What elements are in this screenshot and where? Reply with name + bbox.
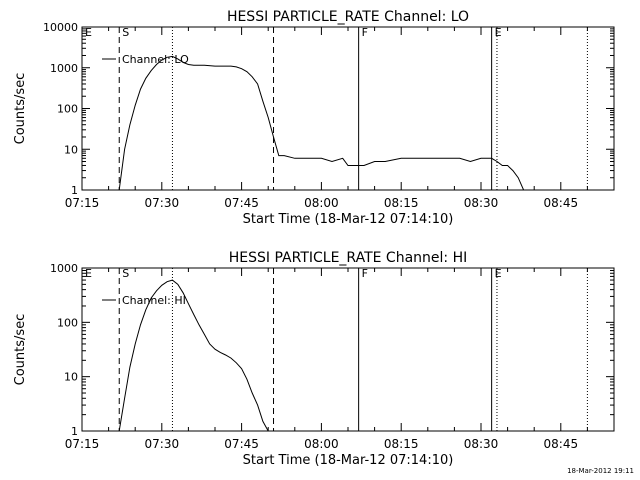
marker-label: F — [362, 26, 368, 39]
y-tick-label: 100 — [57, 103, 78, 116]
x-tick-label: 08:15 — [384, 437, 419, 451]
x-tick-label: 08:30 — [464, 437, 499, 451]
x-tick-label: 08:15 — [384, 196, 419, 210]
x-tick-label: 07:15 — [65, 196, 100, 210]
y-axis-label: Counts/sec — [13, 73, 28, 145]
marker-label: S — [122, 26, 129, 39]
x-axis-label: Start Time (18-Mar-12 07:14:10) — [243, 212, 454, 227]
y-tick-label: 10 — [64, 143, 78, 156]
x-tick-label: 08:00 — [304, 437, 339, 451]
y-tick-label: 1 — [71, 184, 78, 197]
marker-label: S — [122, 267, 129, 280]
y-tick-label: 10000 — [43, 21, 78, 34]
x-tick-label: 07:45 — [224, 437, 259, 451]
y-tick-label: 1000 — [50, 262, 78, 275]
y-axis-label: Counts/sec — [13, 314, 28, 386]
y-tick-label: 100 — [57, 316, 78, 329]
y-tick-label: 1 — [71, 425, 78, 438]
chart-title: HESSI PARTICLE_RATE Channel: LO — [227, 9, 469, 25]
chart-lo-channel: HESSI PARTICLE_RATE Channel: LO E S F E 1 10 10… — [13, 9, 615, 227]
marker-label: E — [85, 26, 92, 39]
plot-timestamp: 18-Mar-2012 19:11 — [567, 467, 634, 475]
chart-title: HESSI PARTICLE_RATE Channel: HI — [229, 250, 467, 266]
y-tick-label: 1000 — [50, 62, 78, 75]
marker-label: E — [495, 267, 502, 280]
marker-label: F — [362, 267, 368, 280]
marker-label: E — [85, 267, 92, 280]
x-tick-label: 07:30 — [145, 196, 180, 210]
x-tick-label: 08:00 — [304, 196, 339, 210]
marker-label: E — [495, 26, 502, 39]
chart-hi-channel: HESSI PARTICLE_RATE Channel: HI E S F E 1 10 10… — [13, 250, 615, 468]
series-line — [82, 55, 535, 191]
y-tick-label: 10 — [64, 371, 78, 384]
series-line — [118, 279, 269, 432]
x-axis-label: Start Time (18-Mar-12 07:14:10) — [243, 453, 454, 468]
x-tick-label: 07:30 — [145, 437, 180, 451]
x-tick-label: 08:45 — [544, 437, 579, 451]
x-tick-label: 08:30 — [464, 196, 499, 210]
legend-label: Channel: HI — [122, 294, 186, 307]
x-tick-label: 07:45 — [224, 196, 259, 210]
legend-label: Channel: LO — [122, 53, 189, 66]
x-tick-label: 07:15 — [65, 437, 100, 451]
plot-frame — [81, 267, 615, 432]
x-tick-label: 08:45 — [544, 196, 579, 210]
